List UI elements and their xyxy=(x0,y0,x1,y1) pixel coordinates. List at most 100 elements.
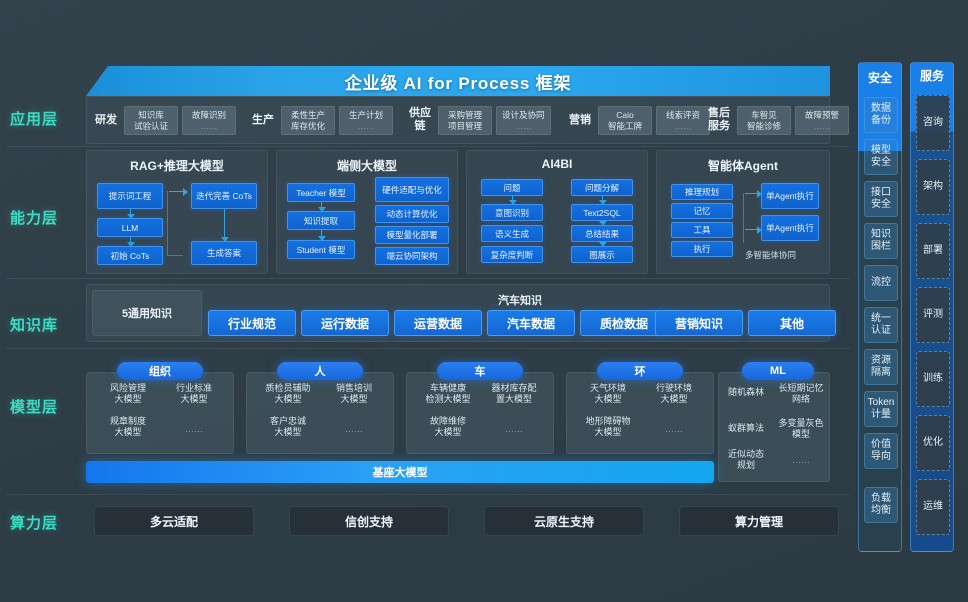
cap-node[interactable]: 记忆 xyxy=(671,203,733,219)
cap-node[interactable]: 图展示 xyxy=(571,246,633,263)
service-rail: 服务 咨询 架构 部署 评测 训练 优化 运维 xyxy=(910,62,954,552)
cap-node[interactable]: 推理规划 xyxy=(671,184,733,200)
app-card[interactable]: 车智见 智能诊修 xyxy=(737,105,791,135)
service-item-operations[interactable]: 运维 xyxy=(916,479,950,535)
cap-node[interactable]: 语义生成 xyxy=(481,225,543,242)
cap-node[interactable]: 动态计算优化 xyxy=(375,205,449,223)
app-group-marketing[interactable]: 营销 Caio 智能工牌 线索评资 …… xyxy=(566,100,710,140)
compute-card-xinchuang[interactable]: 信创支持 xyxy=(289,506,449,536)
app-group-after-sales[interactable]: 售后服务 车智见 智能诊修 故障预警 …… xyxy=(705,100,849,140)
service-item-deployment[interactable]: 部署 xyxy=(916,223,950,279)
app-group-supply-chain[interactable]: 供应链 采购管理 项目管理 设计及协同 …… xyxy=(406,100,551,140)
cap-node[interactable]: 单Agent执行 xyxy=(761,183,819,209)
cap-node[interactable]: 问题分解 xyxy=(571,179,633,196)
model-item[interactable]: 器材库存配 置大模型 xyxy=(491,383,537,404)
arrow-down-icon xyxy=(130,237,131,246)
base-model-bar[interactable]: 基座大模型 xyxy=(86,461,714,483)
cap-node[interactable]: 问题 xyxy=(481,179,543,196)
app-card[interactable]: 采购管理 项目管理 xyxy=(438,105,492,135)
app-group-rd[interactable]: 研发 知识库 试验认证 故障识别 …… xyxy=(92,100,236,140)
arrow-down-icon xyxy=(321,202,322,211)
arrow-down-icon xyxy=(602,221,603,225)
security-item-knowledge-fence[interactable]: 知识 围栏 xyxy=(864,223,898,259)
security-item-data-backup[interactable]: 数据 备份 xyxy=(864,97,898,133)
security-item-unified-auth[interactable]: 统一 认证 xyxy=(864,307,898,343)
cap-node[interactable]: 初始 CoTs xyxy=(97,246,163,265)
app-card[interactable]: 知识库 试验认证 xyxy=(124,105,178,135)
model-group-panel-org xyxy=(86,372,234,454)
knowledge-chip[interactable]: 运营数据 xyxy=(394,310,482,336)
model-item[interactable]: 故障维修 大模型 xyxy=(429,416,466,437)
knowledge-chip[interactable]: 其他 xyxy=(748,310,836,336)
cap-node[interactable]: LLM xyxy=(97,218,163,237)
cap-node[interactable]: Student 模型 xyxy=(287,240,355,259)
model-item[interactable]: 车辆健康 检测大模型 xyxy=(425,383,471,404)
service-item-consulting[interactable]: 咨询 xyxy=(916,95,950,151)
model-item[interactable]: 质检员辅助 大模型 xyxy=(265,383,311,404)
model-item[interactable]: 行驶环境 大模型 xyxy=(655,383,692,404)
knowledge-auto-heading: 汽车知识 xyxy=(498,295,542,307)
app-group-name: 售后服务 xyxy=(708,107,730,132)
security-item-load-balance[interactable]: 负载 均衡 xyxy=(864,487,898,523)
model-item[interactable]: 天气环境 大模型 xyxy=(589,383,626,404)
compute-card-cloudnative[interactable]: 云原生支持 xyxy=(484,506,644,536)
knowledge-chip[interactable]: 运行数据 xyxy=(301,310,389,336)
app-card-line: …… xyxy=(813,120,831,131)
app-card[interactable]: 故障识别 …… xyxy=(182,105,236,135)
cap-node[interactable]: 总结结果 xyxy=(571,225,633,242)
cap-node[interactable]: Text2SQL xyxy=(571,204,633,221)
model-item-more: …… xyxy=(792,455,810,465)
security-item-flow-control[interactable]: 流控 xyxy=(864,265,898,301)
cap-node[interactable]: 知识提取 xyxy=(287,211,355,230)
service-item-optimization[interactable]: 优化 xyxy=(916,415,950,471)
cap-node[interactable]: 执行 xyxy=(671,241,733,257)
app-card[interactable]: 生产计划 …… xyxy=(339,105,393,135)
cap-node[interactable]: 提示词工程 xyxy=(97,183,163,209)
model-item[interactable]: 长短期记忆 网络 xyxy=(778,383,824,404)
app-card-line: 智能诊修 xyxy=(746,120,781,131)
model-item[interactable]: 蚁群算法 xyxy=(727,423,764,433)
model-item[interactable]: 规章制度 大模型 xyxy=(109,416,146,437)
security-item-value-oriented[interactable]: 价值 导向 xyxy=(864,433,898,469)
cap-node[interactable]: 迭代完善 CoTs xyxy=(191,183,257,209)
app-group-name: 营销 xyxy=(569,113,591,126)
model-item[interactable]: 随机森林 xyxy=(727,387,764,397)
cap-node[interactable]: 生成答案 xyxy=(191,241,257,265)
service-item-architecture[interactable]: 架构 xyxy=(916,159,950,215)
knowledge-chip[interactable]: 营销知识 xyxy=(655,310,743,336)
cap-node[interactable]: 模型量化部署 xyxy=(375,226,449,244)
knowledge-chip[interactable]: 行业规范 xyxy=(208,310,296,336)
app-group-production[interactable]: 生产 柔性生产 库存优化 生产计划 …… xyxy=(249,100,393,140)
security-item-model-security[interactable]: 模型 安全 xyxy=(864,139,898,175)
security-item-token-metering[interactable]: Token 计量 xyxy=(864,391,898,427)
model-item[interactable]: 地形障碍物 大模型 xyxy=(585,416,631,437)
app-card[interactable]: 线索评资 …… xyxy=(656,105,710,135)
cap-node[interactable]: 单Agent执行 xyxy=(761,215,819,241)
cap-node[interactable]: 复杂度判断 xyxy=(481,246,543,263)
cap-node[interactable]: 硬件适配与优化 xyxy=(375,177,449,202)
security-item-resource-isolation[interactable]: 资源 隔离 xyxy=(864,349,898,385)
knowledge-chip[interactable]: 质检数据 xyxy=(580,310,668,336)
compute-card-compute-mgmt[interactable]: 算力管理 xyxy=(679,506,839,536)
cap-node[interactable]: 端云协同架构 xyxy=(375,247,449,265)
service-item-evaluation[interactable]: 评测 xyxy=(916,287,950,343)
knowledge-chip[interactable]: 汽车数据 xyxy=(487,310,575,336)
model-item[interactable]: 近似动态 规划 xyxy=(727,449,764,470)
model-item[interactable]: 行业标准 大模型 xyxy=(175,383,212,404)
service-item-training[interactable]: 训练 xyxy=(916,351,950,407)
security-item-api-security[interactable]: 接口 安全 xyxy=(864,181,898,217)
app-card[interactable]: 设计及协同 …… xyxy=(496,105,551,135)
app-card[interactable]: 柔性生产 库存优化 xyxy=(281,105,335,135)
model-item[interactable]: 客户忠诚 大模型 xyxy=(269,416,306,437)
app-card-line: 库存优化 xyxy=(290,120,325,131)
model-item[interactable]: 多变量灰色 模型 xyxy=(778,418,824,439)
cap-node[interactable]: 意图识别 xyxy=(481,204,543,221)
cap-node[interactable]: 工具 xyxy=(671,222,733,238)
model-item[interactable]: 风险管理 大模型 xyxy=(109,383,146,404)
model-item[interactable]: 销售培训 大模型 xyxy=(335,383,372,404)
app-card[interactable]: 故障预警 …… xyxy=(795,105,849,135)
compute-card-multicloud[interactable]: 多云适配 xyxy=(94,506,254,536)
cap-node[interactable]: Teacher 模型 xyxy=(287,183,355,202)
app-card[interactable]: Caio 智能工牌 xyxy=(598,105,652,135)
app-card-line: 采购管理 xyxy=(447,109,482,120)
